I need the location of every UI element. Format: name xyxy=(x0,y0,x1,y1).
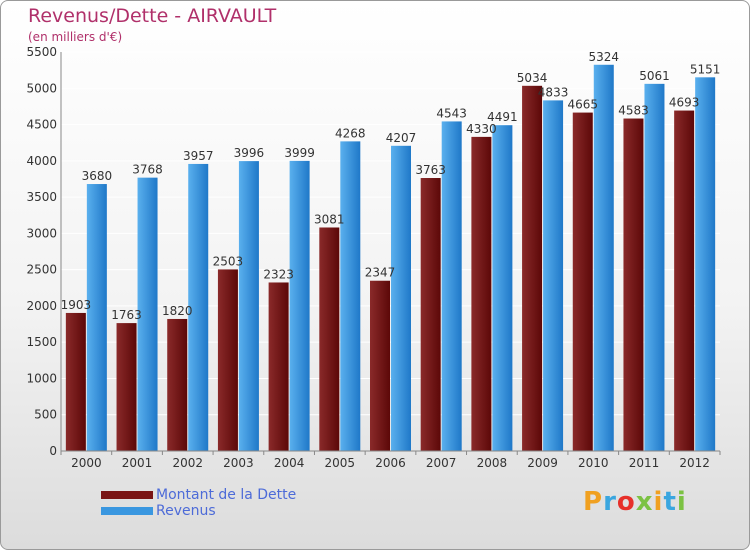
y-tick-label: 3000 xyxy=(26,226,57,240)
logo-letter: x xyxy=(635,487,654,517)
bar-revenus xyxy=(289,160,310,451)
x-tick-label: 2012 xyxy=(679,456,710,470)
data-label: 3081 xyxy=(314,212,345,226)
data-label: 3680 xyxy=(82,169,113,183)
y-tick-label: 1500 xyxy=(26,335,57,349)
bar-debt xyxy=(370,280,390,451)
y-tick-label: 5500 xyxy=(26,45,57,59)
data-label: 1820 xyxy=(162,304,193,318)
x-tick-label: 2003 xyxy=(223,456,254,470)
data-label: 3996 xyxy=(234,146,265,160)
x-tick-label: 2006 xyxy=(375,456,406,470)
legend-swatch-debt xyxy=(101,491,153,499)
x-tick-label: 2009 xyxy=(527,456,558,470)
bar-debt xyxy=(522,85,543,451)
data-label: 1903 xyxy=(61,298,92,312)
bar-revenus xyxy=(593,64,614,451)
data-label: 3763 xyxy=(415,163,446,177)
x-tick-label: 2011 xyxy=(629,456,660,470)
bar-debt xyxy=(268,282,289,451)
legend-swatch-revenus xyxy=(101,507,153,515)
logo-letter: t xyxy=(663,487,677,517)
logo-letter: o xyxy=(616,487,636,517)
x-tick-label: 2002 xyxy=(172,456,203,470)
chart-title: Revenus/Dette - AIRVAULT xyxy=(28,5,277,27)
bar-debt xyxy=(420,178,441,451)
y-tick-label: 2500 xyxy=(26,263,57,277)
x-tick-label: 2007 xyxy=(426,456,457,470)
data-label: 3768 xyxy=(132,163,163,177)
logo-letter: r xyxy=(603,487,617,517)
data-label: 4268 xyxy=(335,126,366,140)
y-tick-label: 3500 xyxy=(26,190,57,204)
x-tick-label: 2004 xyxy=(274,456,305,470)
proxiti-logo: Proxiti xyxy=(583,487,687,517)
x-tick-label: 2005 xyxy=(325,456,356,470)
y-tick-label: 1000 xyxy=(26,371,57,385)
data-label: 3957 xyxy=(183,149,214,163)
bar-revenus xyxy=(188,163,209,452)
bar-debt xyxy=(217,269,238,451)
bar-debt xyxy=(65,312,86,451)
bar-revenus xyxy=(441,121,462,452)
x-tick-label: 2010 xyxy=(578,456,609,470)
bar-revenus xyxy=(391,145,411,451)
data-label: 2323 xyxy=(263,267,294,281)
data-label: 4583 xyxy=(618,104,649,118)
bar-revenus xyxy=(644,83,665,451)
legend-item-debt: Montant de la Dette xyxy=(101,487,296,503)
bar-debt xyxy=(167,318,188,451)
bar-debt xyxy=(623,118,644,452)
legend-label-debt: Montant de la Dette xyxy=(156,487,297,503)
bar-revenus xyxy=(238,161,259,451)
bar-revenus xyxy=(543,100,564,451)
x-tick-label: 2000 xyxy=(71,456,102,470)
y-tick-label: 500 xyxy=(34,408,57,422)
y-tick-label: 5000 xyxy=(26,81,57,95)
bar-revenus xyxy=(492,125,513,451)
y-tick-label: 0 xyxy=(49,444,57,458)
data-label: 1763 xyxy=(111,308,142,322)
data-label: 5151 xyxy=(690,62,721,76)
logo-letter: i xyxy=(676,487,687,517)
data-label: 4207 xyxy=(386,131,417,145)
data-label: 2347 xyxy=(365,266,396,280)
data-label: 3999 xyxy=(284,146,315,160)
data-label: 5324 xyxy=(588,50,619,64)
logo-letter: i xyxy=(653,487,664,517)
data-label: 4693 xyxy=(669,96,700,110)
bar-revenus xyxy=(137,177,158,451)
x-tick-label: 2008 xyxy=(477,456,508,470)
bar-debt xyxy=(572,112,593,452)
data-label: 4330 xyxy=(466,122,497,136)
data-label: 4543 xyxy=(436,106,467,120)
data-label: 2503 xyxy=(213,254,244,268)
legend-item-revenus: Revenus xyxy=(101,503,296,519)
bar-revenus xyxy=(695,77,716,452)
data-label: 5034 xyxy=(517,71,548,85)
data-label: 4491 xyxy=(487,110,518,124)
y-tick-label: 2000 xyxy=(26,299,57,313)
data-label: 5061 xyxy=(639,69,670,83)
y-tick-label: 4000 xyxy=(26,154,57,168)
bar-debt xyxy=(471,136,492,452)
bar-revenus xyxy=(86,184,107,452)
x-tick-label: 2001 xyxy=(122,456,153,470)
logo-letter: P xyxy=(583,487,604,517)
bar-debt xyxy=(116,323,137,451)
y-tick-label: 4500 xyxy=(26,118,57,132)
data-label: 4833 xyxy=(538,85,569,99)
bar-debt xyxy=(319,227,340,451)
chart-subtitle: (en milliers d'€) xyxy=(28,30,123,44)
legend: Montant de la Dette Revenus xyxy=(101,487,296,519)
bar-revenus xyxy=(340,141,361,451)
data-label: 4665 xyxy=(567,98,598,112)
bar-debt xyxy=(674,110,695,451)
legend-label-revenus: Revenus xyxy=(156,503,216,519)
